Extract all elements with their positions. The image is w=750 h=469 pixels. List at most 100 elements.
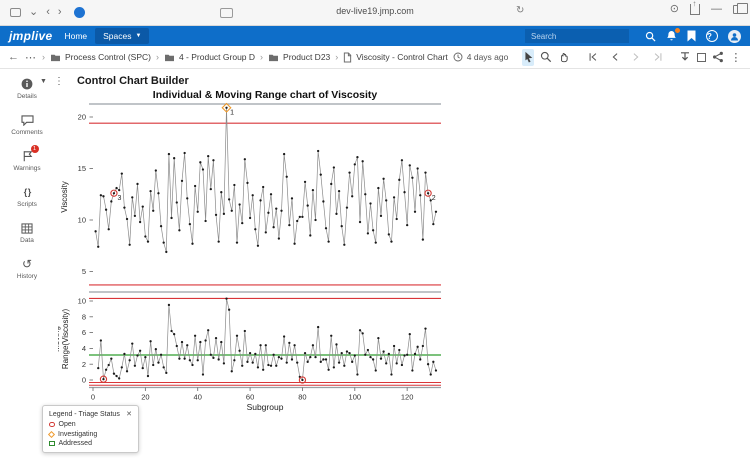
data-point	[411, 369, 414, 372]
share-button[interactable]	[712, 49, 724, 66]
notifications-bell-icon[interactable]	[666, 27, 681, 42]
data-point	[123, 352, 126, 356]
data-point	[120, 172, 123, 175]
last-page-icon[interactable]	[653, 52, 663, 62]
cursor-tool-button[interactable]	[522, 48, 535, 66]
next-page-icon[interactable]	[632, 52, 640, 62]
report-toolbar: ← ⋯ › Process Control (SPC) › 4 - Produc…	[0, 46, 750, 69]
legend-popover[interactable]: Legend - Triage Status ✕ Open Investigat…	[42, 405, 139, 453]
tab-menu-icon[interactable]: ⌄	[29, 6, 39, 18]
extension-icon[interactable]	[220, 8, 233, 18]
back-icon[interactable]: ←	[8, 51, 19, 63]
minimize-icon[interactable]: —	[711, 3, 722, 15]
data-point	[115, 186, 118, 190]
data-point	[322, 358, 325, 361]
data-point	[424, 171, 427, 174]
data-point	[301, 378, 304, 382]
data-point	[408, 333, 411, 336]
sidebar-item-history[interactable]: ↺ History	[0, 257, 54, 280]
svg-text:20: 20	[78, 113, 86, 122]
kebab-menu-icon[interactable]: ⋮	[730, 51, 742, 64]
help-icon[interactable]: ?	[706, 30, 718, 42]
data-point	[324, 358, 328, 361]
data-point	[371, 229, 375, 232]
nav-spaces[interactable]: Spaces ▼	[95, 28, 150, 44]
sidebar-item-warnings[interactable]: 1 Warnings	[0, 145, 54, 172]
data-point	[243, 329, 246, 333]
browser-forward-icon[interactable]: ›	[57, 6, 62, 18]
data-point	[112, 192, 116, 195]
breadcrumb-item-report[interactable]: Viscosity - Control Chart	[343, 52, 448, 63]
address-url[interactable]: dev-live19.jmp.com	[336, 6, 414, 16]
legend-item-investigating[interactable]: Investigating	[47, 430, 132, 438]
legend-item-addressed[interactable]: Addressed	[49, 440, 132, 447]
sidebar-item-data[interactable]: Data	[0, 221, 54, 244]
reload-icon[interactable]: ↻	[516, 5, 525, 16]
data-point	[146, 240, 150, 243]
app-header: jmplive Home Spaces ▼ Search ?	[0, 26, 750, 46]
close-icon[interactable]: ✕	[126, 411, 132, 418]
last-updated[interactable]: 4 days ago	[453, 52, 508, 62]
warnings-flag-icon: 1	[22, 145, 39, 163]
data-point	[345, 350, 349, 353]
data-point	[209, 353, 212, 356]
breadcrumb-item-spc[interactable]: Process Control (SPC)	[50, 52, 151, 62]
search-placeholder: Search	[531, 31, 557, 41]
zoom-tool-button[interactable]	[540, 49, 552, 66]
download-button[interactable]	[679, 49, 691, 66]
legend-item-label: Investigating	[58, 430, 98, 438]
bookmark-icon[interactable]	[687, 30, 696, 42]
search-icon[interactable]	[645, 31, 656, 42]
browser-back-icon[interactable]: ‹	[46, 6, 50, 18]
data-point	[157, 361, 160, 364]
grab-tool-button[interactable]	[558, 49, 570, 66]
data-point	[351, 195, 354, 198]
data-point	[220, 340, 223, 344]
data-point	[406, 353, 409, 356]
data-point	[345, 206, 349, 209]
section-kebab-icon[interactable]: ⋮	[53, 75, 64, 87]
data-point	[128, 359, 131, 362]
prev-page-icon[interactable]	[611, 52, 619, 62]
breadcrumb-item-group[interactable]: 4 - Product Group D	[164, 52, 255, 62]
data-point	[178, 229, 181, 232]
sidebar-item-comments[interactable]: Comments	[0, 113, 54, 136]
data-point	[424, 327, 427, 330]
first-page-icon[interactable]	[588, 52, 598, 62]
tab-overview-icon[interactable]	[10, 8, 21, 17]
data-point	[392, 196, 396, 199]
data-point	[419, 358, 422, 361]
browser-share-icon[interactable]	[690, 0, 700, 15]
svg-text:4: 4	[82, 344, 86, 353]
control-chart[interactable]: 5 10 15 20 0 2 4 6 8 10 0 20 40 60 80 100 120 Individual …	[52, 87, 460, 432]
data-point	[382, 177, 385, 180]
data-point	[167, 152, 171, 156]
data-point	[340, 225, 343, 228]
data-point	[209, 187, 212, 191]
collapse-caret-icon[interactable]: ▼	[40, 77, 47, 85]
data-point	[259, 199, 262, 202]
nav-home[interactable]: Home	[64, 31, 88, 41]
sidebar-item-scripts[interactable]: { } Scripts	[0, 185, 54, 208]
data-point	[256, 244, 260, 247]
avatar[interactable]	[728, 29, 741, 43]
data-point	[243, 158, 246, 161]
breadcrumb-item-product[interactable]: Product D23	[268, 52, 330, 62]
svg-text:40: 40	[194, 393, 202, 402]
report-file-icon	[344, 52, 352, 62]
jmplive-logo[interactable]: jmplive	[9, 29, 53, 43]
legend-item-open[interactable]: Open	[49, 421, 132, 428]
fullscreen-button[interactable]	[697, 49, 707, 66]
breadcrumb-overflow-icon[interactable]: ⋯	[25, 51, 36, 64]
reader-mode-icon[interactable]: ⊙	[669, 3, 679, 15]
sidebar-item-details[interactable]: Details	[0, 77, 54, 100]
search-input[interactable]: Search	[525, 29, 629, 43]
data-point	[227, 308, 231, 311]
tabs-icon[interactable]	[733, 2, 748, 14]
data-point	[204, 219, 207, 223]
data-point	[217, 240, 220, 243]
data-point	[212, 159, 215, 162]
triage-marker	[110, 189, 118, 197]
